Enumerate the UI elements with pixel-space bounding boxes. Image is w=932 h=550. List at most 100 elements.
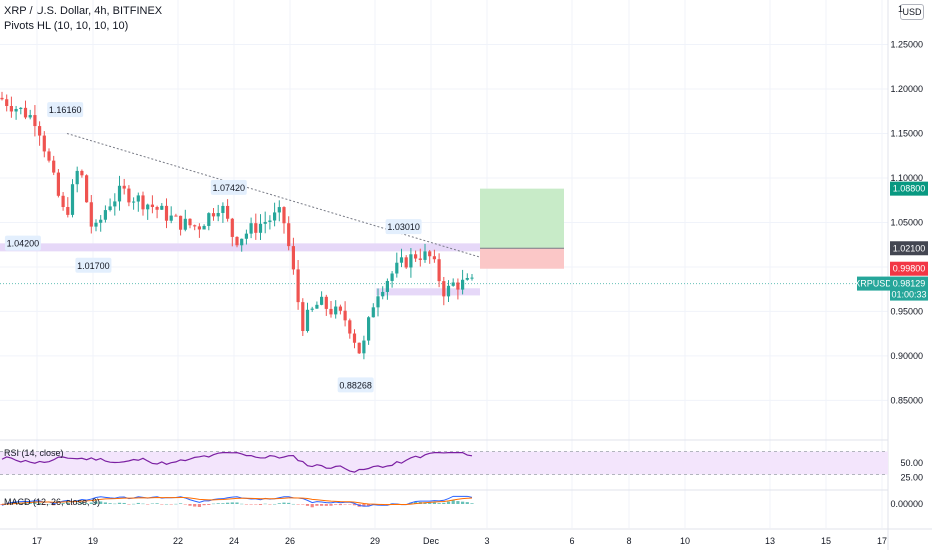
support-zone[interactable] xyxy=(0,243,480,252)
macd-histogram-bar xyxy=(428,502,432,504)
macd-histogram-bar xyxy=(301,504,305,505)
macd-histogram-bar xyxy=(338,504,342,506)
candle-body xyxy=(169,215,173,221)
indicator-legend[interactable]: Pivots HL (10, 10, 10, 10) xyxy=(4,20,129,32)
macd-histogram-bar xyxy=(437,503,441,504)
macd-histogram-bar xyxy=(470,503,474,504)
candle-body xyxy=(263,221,267,224)
candle-body xyxy=(442,281,446,297)
macd-histogram-bar xyxy=(94,501,98,504)
candle-body xyxy=(23,107,28,118)
currency-button[interactable]: USD xyxy=(900,4,924,20)
candle-body xyxy=(75,170,79,185)
macd-histogram-bar xyxy=(85,503,89,504)
candle-body xyxy=(66,207,70,215)
time-axis-tick: 19 xyxy=(88,536,98,546)
candle-body xyxy=(282,207,286,224)
macd-histogram-bar xyxy=(334,504,338,505)
pivot-label-box xyxy=(337,377,374,393)
macd-histogram-bar xyxy=(103,502,107,504)
time-axis-tick: 24 xyxy=(229,536,239,546)
candle-body xyxy=(461,279,465,290)
time-axis-tick: Dec xyxy=(423,536,440,546)
candle-body xyxy=(122,185,126,189)
candle-body xyxy=(296,269,300,303)
macd-histogram-bar xyxy=(75,503,79,504)
time-axis-tick: 17 xyxy=(32,536,42,546)
candle-body xyxy=(56,172,60,196)
candle-body xyxy=(244,233,248,239)
macd-histogram-bar xyxy=(310,504,314,508)
candle-body xyxy=(9,106,13,112)
macd-histogram-bar xyxy=(193,504,197,507)
macd-histogram-bar xyxy=(179,503,183,504)
candle-body xyxy=(409,254,413,268)
macd-histogram-bar xyxy=(226,502,230,504)
candle-body xyxy=(428,251,432,257)
macd-histogram-bar xyxy=(324,504,328,506)
candle-body xyxy=(348,320,352,334)
candle-body xyxy=(108,206,112,211)
macd-histogram-bar xyxy=(305,504,310,506)
candle-body xyxy=(414,254,418,259)
rsi-tick: 25.00 xyxy=(900,472,923,482)
candle-body xyxy=(258,223,263,233)
candle-body xyxy=(141,195,145,210)
pivot-label: 1.07420 xyxy=(210,179,247,195)
pivot-label: 1.04200 xyxy=(4,235,41,251)
candle-body xyxy=(160,205,164,210)
macd-histogram-bar xyxy=(282,502,286,504)
candle-body xyxy=(38,126,42,136)
support-zone-small[interactable] xyxy=(376,288,480,296)
macd-histogram-bar xyxy=(446,501,451,504)
rsi-legend[interactable]: RSI (14, close) xyxy=(4,448,64,458)
macd-legend[interactable]: MACD (12, 26, close, 9) xyxy=(4,497,100,507)
macd-histogram-bar xyxy=(28,502,32,504)
price-axis-tick: 1.15000 xyxy=(890,128,923,138)
candle-body xyxy=(343,310,347,321)
candle-body xyxy=(174,215,178,217)
candle-body xyxy=(164,205,169,221)
candle-body xyxy=(150,204,154,207)
macd-histogram-bar xyxy=(254,504,258,505)
time-axis-tick: 3 xyxy=(484,536,489,546)
candle-body xyxy=(202,225,206,230)
macd-histogram-bar xyxy=(160,504,164,505)
candle-body xyxy=(324,296,328,309)
candle-body xyxy=(456,282,460,290)
current-price-text: 0.98129 xyxy=(893,279,926,289)
candle-body xyxy=(89,202,93,227)
macd-tick: 0.00000 xyxy=(890,499,923,509)
candle-body xyxy=(305,309,310,332)
macd-histogram-bar xyxy=(150,503,154,505)
price-axis-tick: 0.95000 xyxy=(890,306,923,316)
candle-body xyxy=(33,115,37,127)
candle-body xyxy=(338,306,342,311)
macd-histogram-bar xyxy=(221,503,225,504)
candle-body xyxy=(47,151,51,161)
candle-body xyxy=(390,273,394,281)
macd-histogram-bar xyxy=(432,502,436,504)
macd-histogram-bar xyxy=(80,502,84,504)
macd-histogram-bar xyxy=(188,504,192,506)
time-axis-tick: 10 xyxy=(680,536,690,546)
price-axis-tick: 1.05000 xyxy=(890,217,923,227)
macd-histogram-bar xyxy=(442,502,446,504)
long-position-target-zone[interactable] xyxy=(480,188,564,249)
pivot-label-text: 1.07420 xyxy=(212,183,245,193)
time-axis-tick: 6 xyxy=(569,536,574,546)
candle-body xyxy=(315,304,319,309)
candle-body xyxy=(381,291,385,297)
candle-body xyxy=(230,218,234,237)
candle-body xyxy=(146,204,150,210)
macd-histogram-bar xyxy=(414,501,418,504)
macd-histogram-bar xyxy=(183,504,187,505)
long-position-stop-zone[interactable] xyxy=(480,248,564,269)
pivot-label: 1.16160 xyxy=(47,102,84,118)
candle-body xyxy=(423,251,427,260)
candle-body xyxy=(207,213,211,226)
candle-body xyxy=(437,259,441,282)
candle-body xyxy=(221,205,225,213)
pivot-label-box xyxy=(385,219,422,235)
